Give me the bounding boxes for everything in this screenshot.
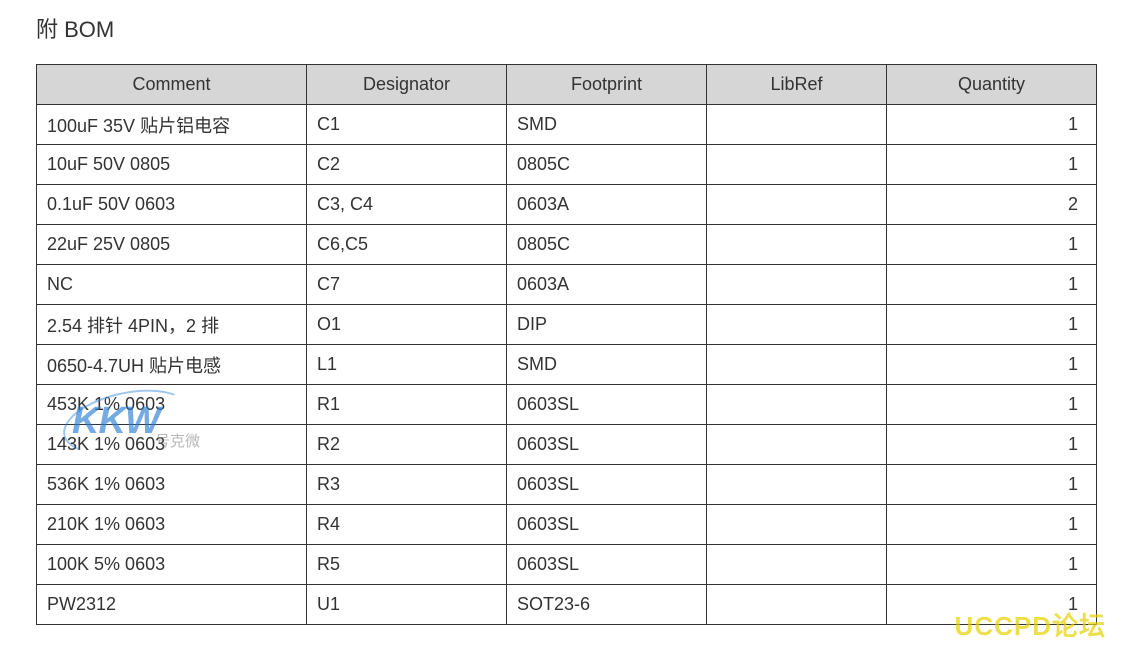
cell-footprint: 0805C xyxy=(507,145,707,185)
cell-footprint: DIP xyxy=(507,305,707,345)
cell-footprint: 0805C xyxy=(507,225,707,265)
cell-comment: 2.54 排针 4PIN，2 排 xyxy=(37,305,307,345)
cell-libref xyxy=(707,465,887,505)
cell-quantity: 1 xyxy=(887,465,1097,505)
cell-designator: C3, C4 xyxy=(307,185,507,225)
cell-quantity: 1 xyxy=(887,585,1097,625)
cell-designator: U1 xyxy=(307,585,507,625)
cell-designator: C6,C5 xyxy=(307,225,507,265)
cell-footprint: SMD xyxy=(507,345,707,385)
cell-quantity: 1 xyxy=(887,145,1097,185)
cell-designator: O1 xyxy=(307,305,507,345)
table-row: NCC70603A 1 xyxy=(37,265,1097,305)
cell-quantity: 1 xyxy=(887,105,1097,145)
cell-designator: L1 xyxy=(307,345,507,385)
cell-quantity: 1 xyxy=(887,345,1097,385)
cell-quantity: 1 xyxy=(887,265,1097,305)
table-row: 100uF 35V 贴片铝电容C1SMD 1 xyxy=(37,105,1097,145)
cell-footprint: SMD xyxy=(507,105,707,145)
cell-libref xyxy=(707,385,887,425)
cell-libref xyxy=(707,185,887,225)
cell-designator: C2 xyxy=(307,145,507,185)
cell-quantity: 1 xyxy=(887,545,1097,585)
col-header-footprint: Footprint xyxy=(507,65,707,105)
cell-comment: NC xyxy=(37,265,307,305)
cell-libref xyxy=(707,145,887,185)
cell-libref xyxy=(707,585,887,625)
cell-footprint: 0603A xyxy=(507,185,707,225)
cell-designator: R1 xyxy=(307,385,507,425)
cell-libref xyxy=(707,425,887,465)
cell-footprint: 0603SL xyxy=(507,545,707,585)
cell-libref xyxy=(707,505,887,545)
col-header-designator: Designator xyxy=(307,65,507,105)
cell-comment: 143K 1% 0603 xyxy=(37,425,307,465)
cell-footprint: 0603SL xyxy=(507,465,707,505)
bom-table: Comment Designator Footprint LibRef Quan… xyxy=(36,64,1097,625)
cell-libref xyxy=(707,305,887,345)
cell-designator: R5 xyxy=(307,545,507,585)
table-row: 0650-4.7UH 贴片电感L1SMD 1 xyxy=(37,345,1097,385)
cell-comment: 453K 1% 0603 xyxy=(37,385,307,425)
cell-libref xyxy=(707,545,887,585)
col-header-libref: LibRef xyxy=(707,65,887,105)
col-header-quantity: Quantity xyxy=(887,65,1097,105)
cell-comment: 10uF 50V 0805 xyxy=(37,145,307,185)
table-row: 210K 1% 0603R40603SL 1 xyxy=(37,505,1097,545)
cell-comment: 0.1uF 50V 0603 xyxy=(37,185,307,225)
cell-designator: R3 xyxy=(307,465,507,505)
cell-libref xyxy=(707,105,887,145)
cell-comment: 22uF 25V 0805 xyxy=(37,225,307,265)
cell-designator: R4 xyxy=(307,505,507,545)
table-row: 0.1uF 50V 0603C3, C40603A 2 xyxy=(37,185,1097,225)
table-body: 100uF 35V 贴片铝电容C1SMD1 10uF 50V 0805C2080… xyxy=(37,105,1097,625)
cell-comment: PW2312 xyxy=(37,585,307,625)
cell-quantity: 1 xyxy=(887,385,1097,425)
cell-quantity: 1 xyxy=(887,425,1097,465)
table-row: 453K 1% 0603R10603SL 1 xyxy=(37,385,1097,425)
cell-footprint: 0603A xyxy=(507,265,707,305)
cell-libref xyxy=(707,265,887,305)
cell-quantity: 1 xyxy=(887,305,1097,345)
page-title: 附 BOM xyxy=(36,12,1106,44)
cell-designator: R2 xyxy=(307,425,507,465)
col-header-comment: Comment xyxy=(37,65,307,105)
table-row: 10uF 50V 0805C20805C 1 xyxy=(37,145,1097,185)
cell-libref xyxy=(707,225,887,265)
cell-footprint: 0603SL xyxy=(507,425,707,465)
table-row: 22uF 25V 0805C6,C50805C 1 xyxy=(37,225,1097,265)
cell-comment: 210K 1% 0603 xyxy=(37,505,307,545)
cell-footprint: 0603SL xyxy=(507,505,707,545)
cell-comment: 536K 1% 0603 xyxy=(37,465,307,505)
table-row: 143K 1% 0603R20603SL 1 xyxy=(37,425,1097,465)
table-row: 536K 1% 0603R30603SL 1 xyxy=(37,465,1097,505)
table-row: 100K 5% 0603R50603SL 1 xyxy=(37,545,1097,585)
cell-comment: 0650-4.7UH 贴片电感 xyxy=(37,345,307,385)
cell-quantity: 1 xyxy=(887,505,1097,545)
cell-designator: C7 xyxy=(307,265,507,305)
cell-comment: 100K 5% 0603 xyxy=(37,545,307,585)
cell-designator: C1 xyxy=(307,105,507,145)
cell-quantity: 2 xyxy=(887,185,1097,225)
cell-comment: 100uF 35V 贴片铝电容 xyxy=(37,105,307,145)
cell-quantity: 1 xyxy=(887,225,1097,265)
table-row: 2.54 排针 4PIN，2 排O1DIP 1 xyxy=(37,305,1097,345)
table-row: PW2312U1SOT23-6 1 xyxy=(37,585,1097,625)
cell-libref xyxy=(707,345,887,385)
cell-footprint: SOT23-6 xyxy=(507,585,707,625)
table-header-row: Comment Designator Footprint LibRef Quan… xyxy=(37,65,1097,105)
cell-footprint: 0603SL xyxy=(507,385,707,425)
